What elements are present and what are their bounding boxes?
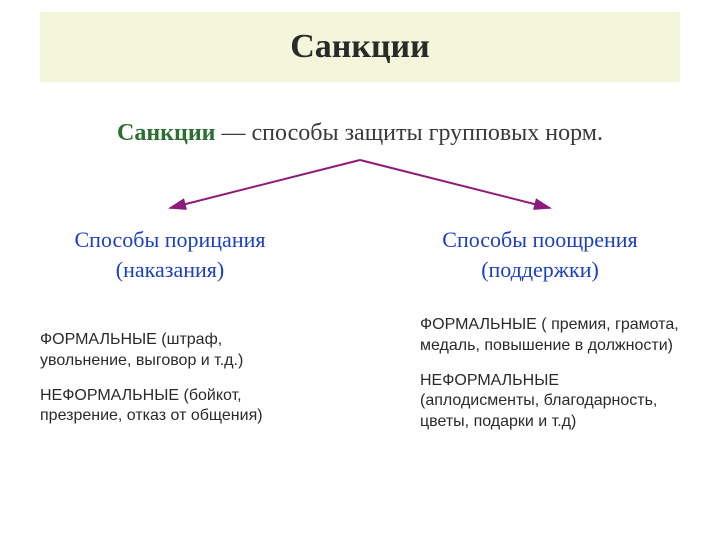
right-formal: ФОРМАЛЬНЫЕ ( премия, грамота, медаль, по… (420, 315, 680, 357)
arrow-left (170, 160, 360, 208)
title-band: Санкции (40, 12, 680, 82)
details-right: ФОРМАЛЬНЫЕ ( премия, грамота, медаль, по… (420, 315, 680, 447)
details-left: ФОРМАЛЬНЫЕ (штраф, увольнение, выговор и… (40, 330, 300, 441)
left-informal: НЕФОРМАЛЬНЫЕ (бойкот, презрение, отказ о… (40, 386, 300, 428)
branch-left-line1: Способы порицания (40, 225, 300, 255)
right-informal: НЕФОРМАЛЬНЫЕ (аплодисменты, благодарност… (420, 371, 680, 433)
branch-right-line1: Способы поощрения (400, 225, 680, 255)
definition-line: Санкции — способы защиты групповых норм. (0, 120, 720, 147)
branch-right-line2: (поддержки) (400, 255, 680, 285)
arrow-right (360, 160, 550, 208)
branch-left-line2: (наказания) (40, 255, 300, 285)
definition-term: Санкции (117, 120, 215, 146)
branch-heading-right: Способы поощрения (поддержки) (400, 225, 680, 284)
branch-arrows (0, 150, 720, 230)
branch-heading-left: Способы порицания (наказания) (40, 225, 300, 284)
left-formal: ФОРМАЛЬНЫЕ (штраф, увольнение, выговор и… (40, 330, 300, 372)
definition-rest: — способы защиты групповых норм. (215, 120, 603, 146)
page-title: Санкции (290, 28, 430, 66)
